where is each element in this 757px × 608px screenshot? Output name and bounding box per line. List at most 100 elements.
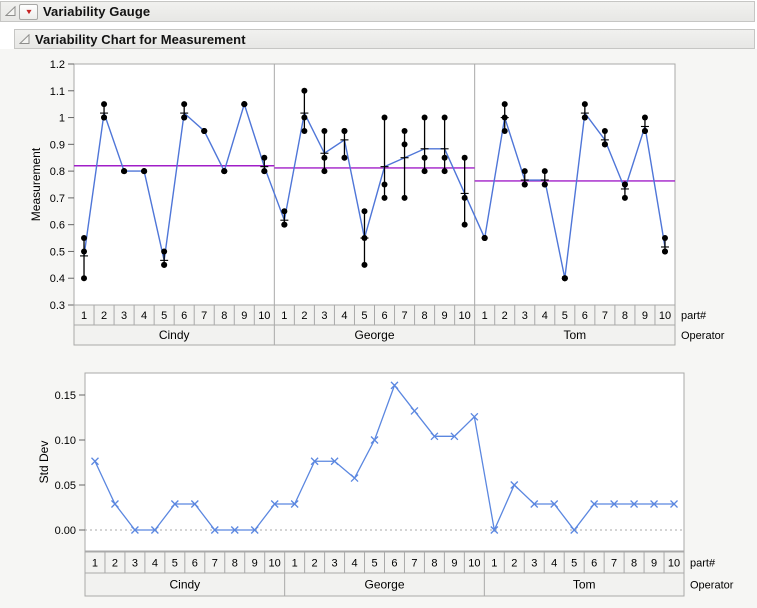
- data-point[interactable]: [361, 261, 368, 268]
- data-point[interactable]: [81, 235, 88, 242]
- data-point[interactable]: [341, 154, 348, 161]
- data-point[interactable]: [601, 127, 608, 134]
- std-dev-marker[interactable]: [490, 526, 499, 534]
- part-axis-cell[interactable]: 3: [531, 558, 537, 570]
- std-dev-marker[interactable]: [570, 526, 579, 534]
- data-point[interactable]: [441, 154, 448, 161]
- part-axis-cell[interactable]: 1: [482, 310, 488, 322]
- std-dev-marker[interactable]: [270, 500, 279, 508]
- std-dev-marker[interactable]: [410, 406, 419, 415]
- data-point[interactable]: [301, 127, 308, 134]
- data-point[interactable]: [601, 141, 608, 148]
- part-axis-cell[interactable]: 2: [502, 310, 508, 322]
- red-triangle-menu-icon[interactable]: ▼: [19, 3, 38, 20]
- data-point[interactable]: [81, 248, 88, 255]
- std-dev-marker[interactable]: [250, 526, 259, 534]
- part-axis-cell[interactable]: 6: [181, 310, 187, 322]
- std-dev-marker[interactable]: [590, 500, 599, 508]
- operator-axis-cell[interactable]: Tom: [573, 578, 596, 592]
- part-axis-cell[interactable]: 8: [631, 558, 637, 570]
- part-axis-cell[interactable]: 10: [668, 558, 680, 570]
- data-point[interactable]: [321, 154, 328, 161]
- std-dev-marker[interactable]: [91, 457, 99, 466]
- data-point[interactable]: [381, 114, 388, 121]
- part-axis-cell[interactable]: 6: [582, 310, 588, 322]
- data-point[interactable]: [521, 181, 528, 188]
- part-axis-cell[interactable]: 7: [212, 558, 218, 570]
- part-axis-cell[interactable]: 4: [141, 310, 147, 322]
- data-point[interactable]: [261, 154, 268, 161]
- data-point[interactable]: [621, 194, 628, 201]
- data-point[interactable]: [141, 168, 148, 175]
- part-axis-cell[interactable]: 1: [92, 558, 98, 570]
- operator-axis-cell[interactable]: George: [354, 328, 394, 342]
- part-axis-cell[interactable]: 10: [459, 310, 471, 322]
- part-axis-cell[interactable]: 4: [542, 310, 548, 322]
- data-point[interactable]: [641, 127, 648, 134]
- part-axis-cell[interactable]: 3: [332, 558, 338, 570]
- data-point[interactable]: [481, 235, 488, 242]
- data-point[interactable]: [81, 275, 88, 282]
- part-axis-cell[interactable]: 2: [312, 558, 318, 570]
- data-point[interactable]: [541, 181, 548, 188]
- part-axis-cell[interactable]: 8: [622, 310, 628, 322]
- data-point[interactable]: [421, 114, 428, 121]
- std-dev-marker[interactable]: [230, 526, 239, 534]
- part-axis-cell[interactable]: 5: [361, 310, 367, 322]
- std-dev-marker[interactable]: [110, 500, 119, 508]
- part-axis-cell[interactable]: 10: [258, 310, 270, 322]
- data-point[interactable]: [661, 248, 668, 255]
- part-axis-cell[interactable]: 5: [571, 558, 577, 570]
- part-axis-cell[interactable]: 7: [602, 310, 608, 322]
- part-axis-cell[interactable]: 9: [451, 558, 457, 570]
- part-axis-cell[interactable]: 9: [241, 310, 247, 322]
- std-dev-marker[interactable]: [150, 526, 159, 534]
- part-axis-cell[interactable]: 7: [401, 310, 407, 322]
- data-point[interactable]: [581, 114, 588, 121]
- part-axis-cell[interactable]: 8: [431, 558, 437, 570]
- part-axis-cell[interactable]: 2: [301, 310, 307, 322]
- part-axis-cell[interactable]: 9: [642, 310, 648, 322]
- data-point[interactable]: [201, 127, 208, 134]
- part-axis-cell[interactable]: 4: [341, 310, 347, 322]
- part-axis-cell[interactable]: 8: [232, 558, 238, 570]
- data-point[interactable]: [401, 127, 408, 134]
- data-point[interactable]: [301, 114, 308, 121]
- data-point[interactable]: [281, 221, 288, 228]
- std-dev-marker[interactable]: [210, 526, 219, 534]
- data-point[interactable]: [501, 114, 508, 121]
- data-point[interactable]: [341, 127, 348, 134]
- data-point[interactable]: [321, 168, 328, 175]
- std-dev-marker[interactable]: [130, 526, 139, 534]
- part-axis-cell[interactable]: 5: [161, 310, 167, 322]
- data-point[interactable]: [441, 168, 448, 175]
- part-axis-cell[interactable]: 8: [221, 310, 227, 322]
- std-dev-marker[interactable]: [310, 457, 319, 466]
- std-dev-marker[interactable]: [530, 500, 539, 508]
- data-point[interactable]: [421, 168, 428, 175]
- std-dev-marker[interactable]: [350, 474, 359, 483]
- part-axis-cell[interactable]: 4: [152, 558, 158, 570]
- data-point[interactable]: [541, 168, 548, 175]
- data-point[interactable]: [401, 141, 408, 148]
- part-axis-cell[interactable]: 5: [562, 310, 568, 322]
- disclosure-triangle-icon[interactable]: [4, 6, 16, 18]
- data-point[interactable]: [361, 208, 368, 215]
- std-dev-marker[interactable]: [330, 457, 339, 466]
- data-point[interactable]: [561, 275, 568, 282]
- part-axis-cell[interactable]: 6: [591, 558, 597, 570]
- part-axis-cell[interactable]: 10: [269, 558, 281, 570]
- data-point[interactable]: [281, 208, 288, 215]
- part-axis-cell[interactable]: 3: [321, 310, 327, 322]
- std-dev-marker[interactable]: [190, 500, 199, 508]
- operator-axis-cell[interactable]: Cindy: [159, 328, 190, 342]
- part-axis-cell[interactable]: 1: [281, 310, 287, 322]
- std-dev-marker[interactable]: [430, 432, 439, 441]
- part-axis-cell[interactable]: 8: [422, 310, 428, 322]
- data-point[interactable]: [101, 114, 108, 121]
- part-axis-cell[interactable]: 4: [351, 558, 357, 570]
- part-axis-cell[interactable]: 7: [201, 310, 207, 322]
- part-axis-cell[interactable]: 7: [611, 558, 617, 570]
- part-axis-cell[interactable]: 10: [659, 310, 671, 322]
- part-axis-cell[interactable]: 9: [252, 558, 258, 570]
